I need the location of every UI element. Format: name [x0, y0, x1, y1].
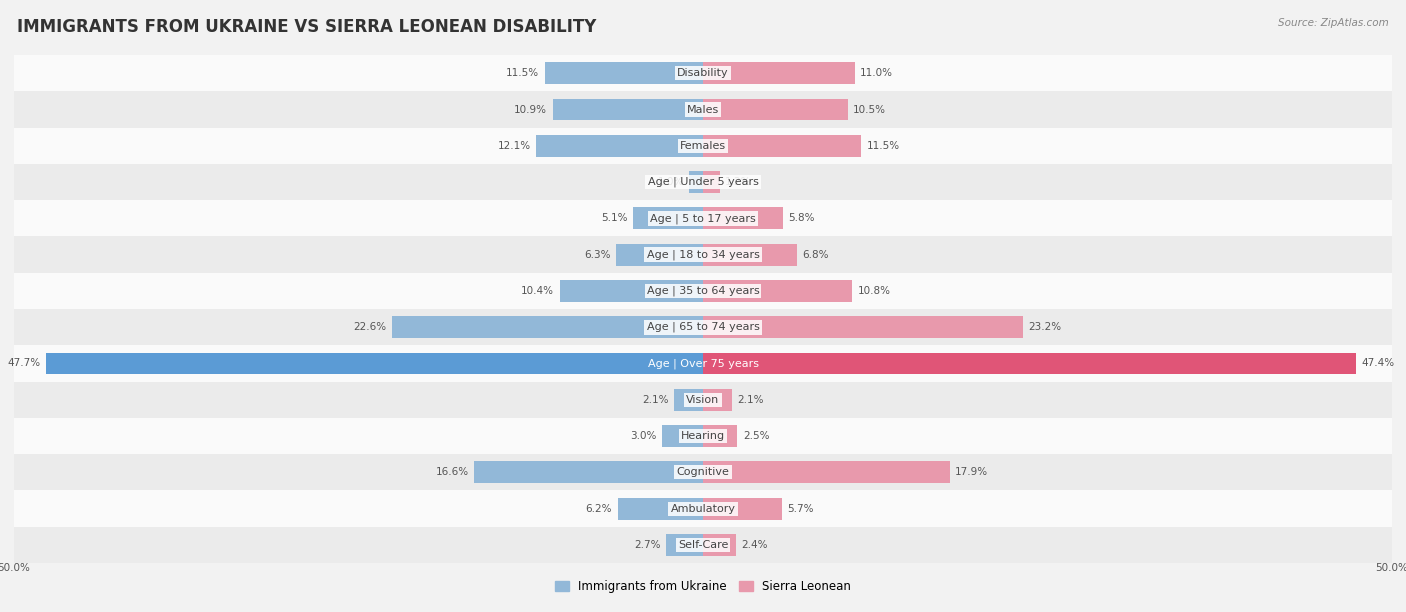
- Text: 3.0%: 3.0%: [630, 431, 657, 441]
- Text: 1.2%: 1.2%: [725, 177, 752, 187]
- FancyBboxPatch shape: [14, 418, 1392, 454]
- Text: 6.8%: 6.8%: [803, 250, 828, 259]
- Text: 47.7%: 47.7%: [7, 359, 41, 368]
- Bar: [703, 353, 1357, 375]
- Bar: [703, 135, 862, 157]
- Text: 2.5%: 2.5%: [742, 431, 769, 441]
- Bar: [703, 244, 797, 266]
- Text: 23.2%: 23.2%: [1028, 322, 1062, 332]
- Bar: [703, 207, 783, 230]
- Bar: [617, 498, 703, 520]
- Text: 10.9%: 10.9%: [515, 105, 547, 114]
- Text: 17.9%: 17.9%: [955, 468, 988, 477]
- Text: 47.4%: 47.4%: [1361, 359, 1395, 368]
- Text: 12.1%: 12.1%: [498, 141, 531, 151]
- FancyBboxPatch shape: [14, 273, 1392, 309]
- FancyBboxPatch shape: [14, 490, 1392, 527]
- Bar: [544, 62, 703, 84]
- Bar: [536, 135, 703, 157]
- Text: 2.7%: 2.7%: [634, 540, 661, 550]
- FancyBboxPatch shape: [14, 454, 1392, 490]
- Text: IMMIGRANTS FROM UKRAINE VS SIERRA LEONEAN DISABILITY: IMMIGRANTS FROM UKRAINE VS SIERRA LEONEA…: [17, 18, 596, 36]
- Bar: [673, 389, 703, 411]
- Text: 6.3%: 6.3%: [583, 250, 610, 259]
- Bar: [703, 171, 720, 193]
- Text: 11.5%: 11.5%: [868, 141, 900, 151]
- Text: 50.0%: 50.0%: [1375, 563, 1406, 573]
- Text: Age | 18 to 34 years: Age | 18 to 34 years: [647, 249, 759, 260]
- Text: 50.0%: 50.0%: [0, 563, 31, 573]
- Bar: [474, 461, 703, 483]
- Text: Self-Care: Self-Care: [678, 540, 728, 550]
- Text: Source: ZipAtlas.com: Source: ZipAtlas.com: [1278, 18, 1389, 28]
- Text: Age | Over 75 years: Age | Over 75 years: [648, 358, 758, 369]
- Text: Age | 35 to 64 years: Age | 35 to 64 years: [647, 286, 759, 296]
- Text: Ambulatory: Ambulatory: [671, 504, 735, 513]
- FancyBboxPatch shape: [14, 55, 1392, 91]
- Bar: [703, 280, 852, 302]
- Text: 6.2%: 6.2%: [585, 504, 612, 513]
- Text: Females: Females: [681, 141, 725, 151]
- Bar: [616, 244, 703, 266]
- Text: Males: Males: [688, 105, 718, 114]
- Text: Age | Under 5 years: Age | Under 5 years: [648, 177, 758, 187]
- Text: Age | 5 to 17 years: Age | 5 to 17 years: [650, 213, 756, 223]
- Text: 5.8%: 5.8%: [789, 214, 815, 223]
- FancyBboxPatch shape: [14, 309, 1392, 345]
- Text: 11.5%: 11.5%: [506, 68, 538, 78]
- FancyBboxPatch shape: [14, 236, 1392, 273]
- FancyBboxPatch shape: [14, 382, 1392, 418]
- Text: 1.0%: 1.0%: [658, 177, 683, 187]
- Text: 22.6%: 22.6%: [353, 322, 387, 332]
- FancyBboxPatch shape: [14, 164, 1392, 200]
- Text: 2.1%: 2.1%: [643, 395, 669, 405]
- Bar: [662, 425, 703, 447]
- Text: 5.1%: 5.1%: [600, 214, 627, 223]
- Text: Vision: Vision: [686, 395, 720, 405]
- Bar: [703, 389, 733, 411]
- FancyBboxPatch shape: [14, 91, 1392, 128]
- Bar: [46, 353, 703, 375]
- Text: Disability: Disability: [678, 68, 728, 78]
- Text: Cognitive: Cognitive: [676, 468, 730, 477]
- Text: 2.1%: 2.1%: [738, 395, 763, 405]
- Bar: [392, 316, 703, 338]
- Text: 11.0%: 11.0%: [860, 68, 893, 78]
- Bar: [666, 534, 703, 556]
- FancyBboxPatch shape: [14, 345, 1392, 382]
- Text: 16.6%: 16.6%: [436, 468, 468, 477]
- Bar: [703, 425, 738, 447]
- Text: 10.5%: 10.5%: [853, 105, 886, 114]
- Bar: [553, 99, 703, 121]
- Bar: [703, 461, 949, 483]
- Bar: [633, 207, 703, 230]
- Bar: [703, 534, 737, 556]
- Text: 10.8%: 10.8%: [858, 286, 890, 296]
- Text: 2.4%: 2.4%: [741, 540, 768, 550]
- Text: Age | 65 to 74 years: Age | 65 to 74 years: [647, 322, 759, 332]
- Bar: [689, 171, 703, 193]
- FancyBboxPatch shape: [14, 200, 1392, 236]
- Bar: [703, 62, 855, 84]
- Legend: Immigrants from Ukraine, Sierra Leonean: Immigrants from Ukraine, Sierra Leonean: [550, 575, 856, 598]
- Bar: [560, 280, 703, 302]
- Text: 5.7%: 5.7%: [787, 504, 814, 513]
- Text: 10.4%: 10.4%: [522, 286, 554, 296]
- Bar: [703, 316, 1022, 338]
- Bar: [703, 99, 848, 121]
- FancyBboxPatch shape: [14, 527, 1392, 563]
- Text: Hearing: Hearing: [681, 431, 725, 441]
- Bar: [703, 498, 782, 520]
- FancyBboxPatch shape: [14, 128, 1392, 164]
